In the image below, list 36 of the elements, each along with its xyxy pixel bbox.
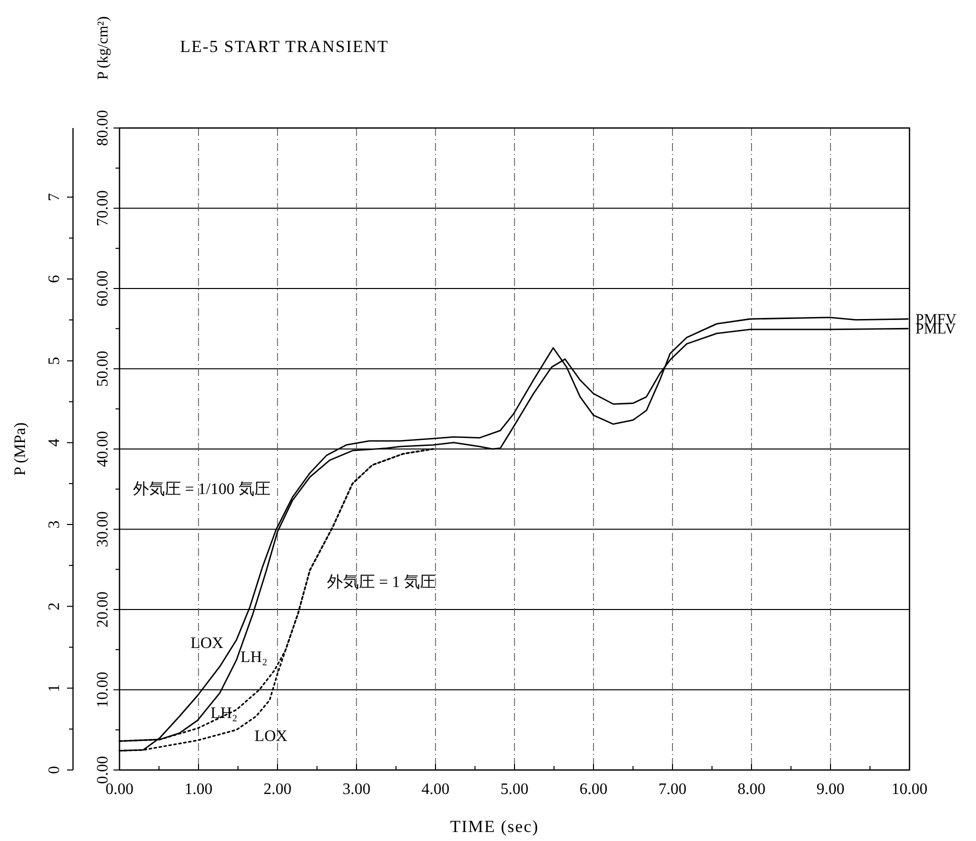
x-tick-label: 1.00 [184, 781, 212, 798]
x-tick-label: 8.00 [738, 781, 766, 798]
y2-axis-title: P (MPa) [12, 422, 29, 476]
x-tick-label: 7.00 [658, 781, 686, 798]
x-tick-label: 5.00 [500, 781, 528, 798]
x-axis-title: TIME (sec) [450, 817, 539, 836]
series-label: LOX [254, 728, 288, 745]
y-tick-label: 30.00 [94, 511, 112, 548]
y2-tick-label: 3 [46, 520, 63, 528]
series-label: LH₂ [240, 649, 268, 666]
x-tick-label: 9.00 [816, 781, 844, 798]
y2-tick-label: 4 [46, 438, 63, 447]
x-tick-label: 6.00 [580, 781, 608, 798]
y2-tick-label: 0 [46, 766, 63, 774]
y-tick-label: 10.00 [94, 672, 112, 708]
annotation: 外気圧 = 1 気圧 [327, 574, 436, 591]
y-tick-label: 20.00 [94, 592, 112, 628]
y-tick-label: 40.00 [94, 431, 112, 467]
y-tick-label: 70.00 [94, 190, 112, 226]
y-tick-label: 80.00 [94, 110, 112, 146]
x-tick-label: 2.00 [264, 781, 292, 798]
chart-title: LE-5 START TRANSIENT [180, 37, 389, 56]
y-axis-title: P (kg/cm²) [96, 16, 112, 80]
y-tick-label: 60.00 [94, 270, 112, 306]
y2-tick-label: 7 [46, 193, 63, 202]
x-tick-label: 4.00 [422, 781, 450, 798]
x-tick-label: 3.00 [342, 781, 370, 798]
series-label: LOX [190, 635, 224, 652]
y-tick-label: 50.00 [94, 350, 112, 387]
x-tick-label: 10.00 [892, 781, 928, 798]
y2-tick-label: 6 [46, 274, 63, 283]
y2-tick-label: 5 [46, 356, 63, 365]
y2-tick-label: 1 [46, 684, 63, 692]
x-tick-label: 0.00 [106, 781, 134, 798]
y2-tick-label: 2 [46, 602, 63, 610]
annotation: 外気圧 = 1/100 気圧 [133, 481, 270, 498]
